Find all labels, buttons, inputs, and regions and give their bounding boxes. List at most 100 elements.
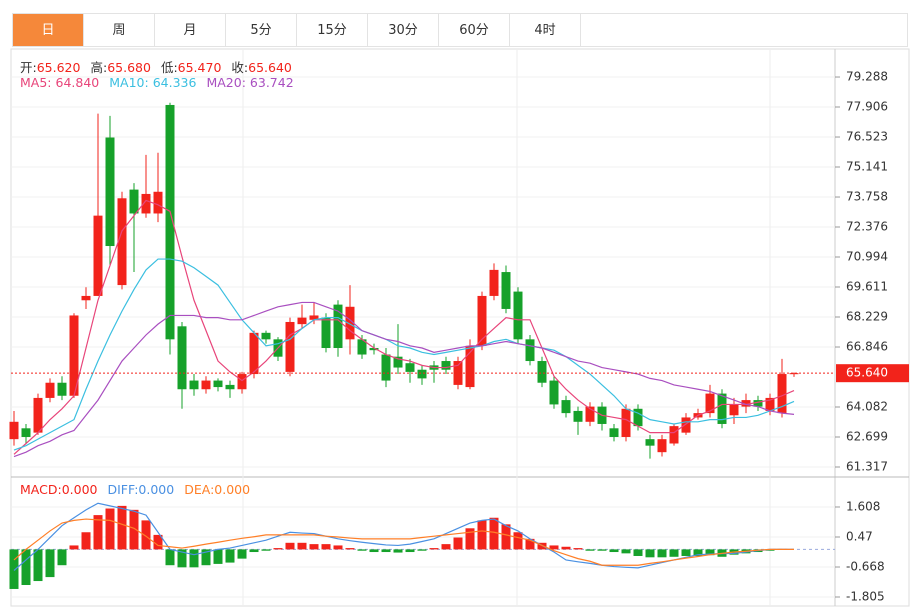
period-tab[interactable]: 60分	[439, 14, 510, 46]
period-tab[interactable]: 月	[155, 14, 226, 46]
ma-value: 64.840	[55, 75, 100, 90]
macd-bar	[345, 548, 355, 550]
candle-body	[705, 393, 715, 414]
candle-body	[465, 345, 475, 388]
y-tick-label: 75.141	[846, 160, 888, 174]
period-tab[interactable]: 日	[13, 14, 84, 46]
macd-bar	[309, 544, 319, 550]
macd-bar	[669, 549, 679, 557]
macd-bar	[105, 508, 115, 550]
candle-body	[609, 428, 619, 437]
macd-bar	[249, 549, 259, 553]
candle-body	[621, 408, 631, 437]
candle-body	[201, 380, 211, 390]
macd-bar	[657, 549, 667, 558]
macd-bar	[357, 549, 367, 551]
candle-body	[393, 356, 403, 368]
candle-body	[81, 295, 91, 301]
macd-bar	[165, 549, 175, 566]
y-tick-label: 1.608	[846, 499, 880, 513]
macd-info: MACD:0.000 DIFF:0.000 DEA:0.000	[20, 482, 260, 497]
candle-body	[489, 269, 499, 296]
macd-bar	[93, 515, 103, 550]
candle-body	[33, 397, 43, 433]
macd-bar	[21, 549, 31, 586]
info-label: 低:	[160, 60, 178, 75]
candle-body	[441, 361, 451, 370]
candle-body	[669, 426, 679, 444]
ohlc-info: 开:65.620 高:65.680 低:65.470 收:65.640	[20, 57, 302, 76]
candle-body	[309, 315, 319, 320]
candle-body	[729, 404, 739, 416]
candle-body	[9, 421, 19, 440]
info-item: 开:65.620	[20, 60, 80, 75]
candle-body	[633, 408, 643, 427]
candle-body	[765, 397, 775, 411]
candle-body	[537, 361, 547, 383]
period-tab[interactable]: 15分	[297, 14, 368, 46]
y-tick-label: 72.376	[846, 220, 888, 234]
legend-label: DEA:	[184, 482, 215, 497]
legend-value: 0.000	[138, 482, 175, 497]
y-tick-label: 76.523	[846, 130, 888, 144]
info-value: 65.470	[177, 60, 222, 75]
ma-name: MA20:	[206, 75, 246, 90]
y-tick-label: 0.47	[846, 530, 873, 544]
y-tick-label: -1.805	[846, 590, 885, 604]
macd-bar	[765, 549, 775, 551]
candle-body	[69, 315, 79, 396]
macd-bar	[561, 546, 571, 550]
macd-bar	[57, 549, 67, 566]
period-tab[interactable]: 30分	[368, 14, 439, 46]
macd-bar	[297, 542, 307, 550]
macd-bar	[45, 549, 55, 578]
period-tab[interactable]: 5分	[226, 14, 297, 46]
info-value: 65.620	[36, 60, 81, 75]
info-label: 开:	[20, 60, 37, 75]
y-tick-label: 79.288	[846, 70, 888, 84]
ma-line	[13, 258, 795, 451]
candle-body	[381, 354, 391, 381]
macd-bar	[549, 545, 559, 550]
macd-bar	[393, 549, 403, 553]
candle-body	[453, 361, 463, 385]
candle-body	[789, 373, 799, 375]
y-tick-label: 73.758	[846, 190, 888, 204]
y-tick-label: 64.082	[846, 399, 888, 413]
macd-bar	[621, 549, 631, 554]
macd-bar	[261, 549, 271, 551]
candle-body	[225, 384, 235, 390]
period-tab[interactable]: 周	[84, 14, 155, 46]
macd-bar	[153, 534, 163, 550]
macd-bar	[705, 549, 715, 556]
info-item: 低:65.470	[161, 60, 221, 75]
y-tick-label: 77.906	[846, 100, 888, 114]
macd-bar	[141, 520, 151, 550]
candle-body	[525, 339, 535, 362]
macd-bar	[441, 544, 451, 550]
period-tab[interactable]: 4时	[510, 14, 581, 46]
macd-line	[13, 502, 794, 571]
macd-bar	[597, 549, 607, 551]
macd-bar	[645, 549, 655, 558]
macd-bar	[69, 545, 79, 550]
ma-info: MA5: 64.840 MA10: 64.336 MA20: 63.742	[20, 75, 304, 90]
macd-bar	[285, 542, 295, 550]
legend-label: DIFF:	[107, 482, 139, 497]
legend-value: 0.000	[214, 482, 251, 497]
candle-body	[57, 382, 67, 396]
candle-body	[45, 382, 55, 398]
ma-legend: MA5: 64.840	[20, 75, 99, 90]
ma-value: 63.742	[249, 75, 294, 90]
candle-body	[369, 348, 379, 351]
y-tick-label: 69.611	[846, 280, 888, 294]
candle-body	[297, 317, 307, 325]
candle-body	[561, 400, 571, 414]
candle-body	[501, 272, 511, 309]
candle-body	[741, 400, 751, 407]
candle-body	[585, 406, 595, 422]
info-item: 高:65.680	[90, 60, 150, 75]
frame	[10, 48, 910, 607]
y-tick-label: 62.699	[846, 430, 888, 444]
